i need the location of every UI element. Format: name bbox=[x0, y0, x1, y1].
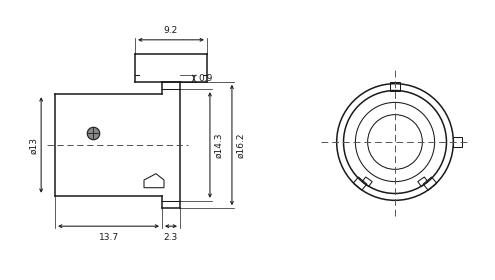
Text: 13.7: 13.7 bbox=[99, 233, 119, 242]
Text: 9.2: 9.2 bbox=[164, 26, 178, 35]
Text: ø13: ø13 bbox=[29, 137, 38, 153]
Text: ø16.2: ø16.2 bbox=[236, 132, 245, 158]
Text: 2.3: 2.3 bbox=[164, 233, 178, 242]
Text: ø14.3: ø14.3 bbox=[214, 132, 223, 158]
Text: 0.9: 0.9 bbox=[198, 74, 212, 83]
